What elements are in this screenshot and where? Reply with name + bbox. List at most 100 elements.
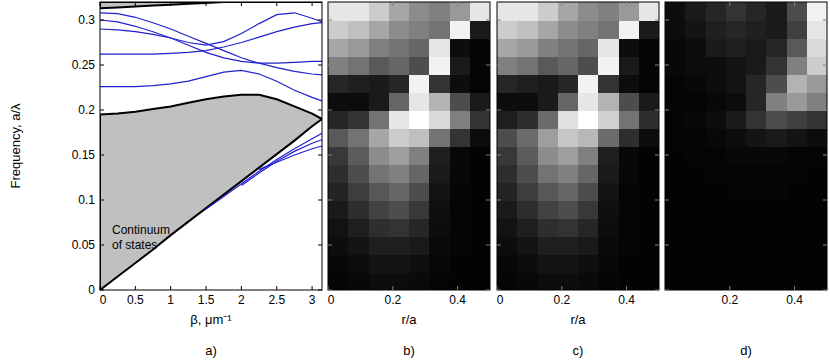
heat-cell (328, 182, 349, 201)
background (665, 2, 827, 290)
heat-cell (578, 218, 599, 237)
y-tick-label: 0.2 (78, 103, 95, 117)
heat-cell (787, 128, 808, 147)
heat-cell (429, 164, 450, 183)
heat-cell (429, 128, 450, 147)
heat-cell (639, 182, 659, 201)
heat-cell (558, 56, 579, 75)
heat-cell (619, 74, 640, 93)
heat-cell (639, 218, 659, 237)
heat-cell (328, 254, 349, 273)
heat-cell (369, 74, 390, 93)
heat-cell (578, 236, 599, 255)
y-tick (655, 20, 659, 21)
heat-cell (470, 74, 490, 93)
heat-cell (389, 218, 410, 237)
heat-cell (685, 272, 706, 290)
heat-cell (726, 254, 747, 273)
heat-cell (578, 20, 599, 39)
heat-cell (619, 146, 640, 165)
y-tick (328, 155, 332, 156)
y-tick (318, 245, 322, 246)
heat-cell (787, 200, 808, 219)
heat-cell (558, 110, 579, 129)
y-tick (100, 110, 104, 111)
y-tick (328, 290, 332, 291)
heat-cell (766, 56, 787, 75)
heat-cell (706, 20, 727, 39)
heat-cell (369, 128, 390, 147)
heat-cell (369, 110, 390, 129)
heat-cell (807, 200, 827, 219)
heat-cell (598, 218, 619, 237)
heat-cell (706, 56, 727, 75)
heat-cell (538, 272, 559, 290)
heat-cell (348, 254, 369, 273)
heat-cell (619, 272, 640, 290)
mode-line (206, 133, 322, 209)
heat-cell (429, 110, 450, 129)
heat-cell (706, 272, 727, 290)
heat-cell (766, 254, 787, 273)
y-tick (823, 290, 827, 291)
heat-cell (619, 56, 640, 75)
heat-cell (665, 164, 686, 183)
heat-cell (665, 218, 686, 237)
y-tick (823, 65, 827, 66)
heat-cell (726, 218, 747, 237)
heat-cell (807, 236, 827, 255)
heat-cell (639, 20, 659, 39)
heat-cell (746, 110, 767, 129)
heat-cell (726, 56, 747, 75)
heat-cell (639, 128, 659, 147)
heat-cell (665, 110, 686, 129)
heat-cell (409, 272, 430, 290)
y-tick-label: 0.05 (72, 238, 96, 252)
x-tick (276, 2, 277, 6)
heat-cell (409, 236, 430, 255)
mode-line (100, 70, 322, 101)
heat-cell (558, 164, 579, 183)
heat-cell (598, 92, 619, 111)
y-tick (318, 110, 322, 111)
mode-line (259, 146, 322, 169)
heat-cell (517, 74, 538, 93)
heat-cell (538, 254, 559, 273)
x-tick (794, 286, 795, 290)
heat-cell (746, 146, 767, 165)
heat-cell (807, 74, 827, 93)
heat-cell (787, 74, 808, 93)
heat-cell (598, 2, 619, 21)
heat-cell (497, 164, 518, 183)
heat-cell (726, 182, 747, 201)
heat-cell (450, 182, 471, 201)
heat-cell (619, 200, 640, 219)
heat-cell (639, 146, 659, 165)
heat-cell (766, 128, 787, 147)
y-tick (665, 65, 669, 66)
heat-cell (369, 146, 390, 165)
heat-cell (639, 56, 659, 75)
heat-cell (558, 218, 579, 237)
y-tick (328, 110, 332, 111)
heat-cell (470, 236, 490, 255)
x-tick (497, 2, 498, 6)
heat-cell (746, 272, 767, 290)
heat-cell (746, 182, 767, 201)
y-tick (655, 65, 659, 66)
heat-cell (450, 20, 471, 39)
y-tick-label: 0.1 (78, 193, 95, 207)
x-tick-label: 0.4 (449, 293, 466, 307)
heat-cell (429, 200, 450, 219)
heat-cell (598, 20, 619, 39)
heat-cell (558, 92, 579, 111)
x-tick (328, 286, 329, 290)
heat-cell (598, 128, 619, 147)
y-tick (100, 155, 104, 156)
heat-cell (429, 236, 450, 255)
heat-cell (470, 56, 490, 75)
heat-cell (409, 200, 430, 219)
heat-cell (328, 272, 349, 290)
heat-cell (328, 56, 349, 75)
heat-cell (706, 254, 727, 273)
